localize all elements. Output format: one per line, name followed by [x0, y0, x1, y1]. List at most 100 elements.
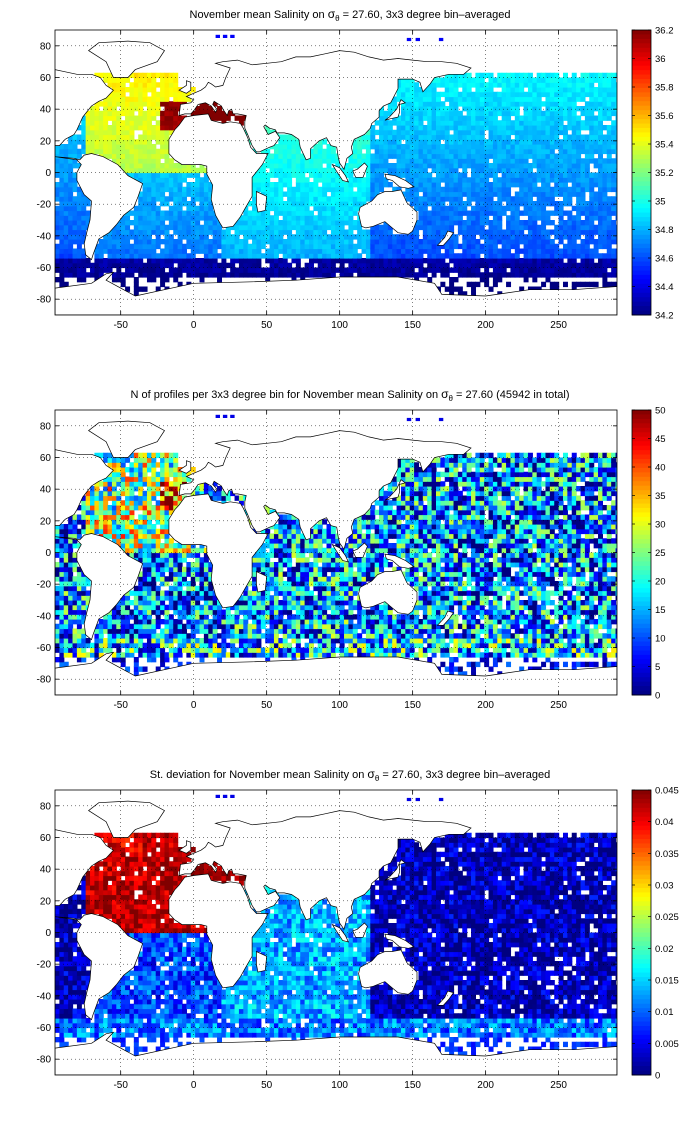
- data-bin: [584, 201, 590, 207]
- data-bin: [549, 243, 555, 250]
- data-bin: [475, 82, 481, 88]
- data-bin: [129, 519, 135, 525]
- data-bin: [94, 642, 100, 649]
- data-bin: [427, 243, 433, 250]
- data-bin: [76, 623, 82, 630]
- data-bin: [103, 642, 109, 649]
- data-bin: [116, 253, 122, 259]
- data-bin: [392, 139, 398, 145]
- data-bin: [379, 120, 385, 126]
- data-bin: [76, 619, 82, 625]
- data-bin: [238, 229, 244, 235]
- data-bin: [519, 134, 525, 140]
- data-bin: [68, 163, 74, 169]
- data-bin: [514, 106, 520, 112]
- data-bin: [138, 272, 144, 278]
- data-bin: [330, 272, 336, 278]
- data-bin: [76, 205, 82, 212]
- data-bin: [59, 585, 65, 592]
- data-bin: [55, 172, 60, 178]
- data-bin: [317, 201, 323, 207]
- data-bin: [164, 91, 170, 98]
- data-bin: [120, 533, 126, 539]
- data-bin: [107, 457, 113, 463]
- data-bin: [203, 272, 209, 278]
- data-bin: [291, 134, 297, 140]
- data-bin: [532, 172, 538, 178]
- data-bin: [138, 229, 144, 235]
- data-bin: [549, 186, 555, 193]
- data-bin: [142, 272, 148, 278]
- data-bin: [85, 215, 91, 221]
- data-bin: [479, 91, 485, 98]
- data-bin: [81, 614, 87, 620]
- data-bin: [195, 239, 201, 245]
- data-bin: [221, 272, 227, 278]
- data-bin: [571, 125, 577, 131]
- data-bin: [94, 500, 100, 506]
- data-bin: [282, 253, 288, 259]
- data-bin: [440, 110, 446, 117]
- data-bin: [142, 125, 148, 131]
- data-bin: [177, 234, 183, 240]
- data-bin: [72, 201, 78, 207]
- data-bin: [567, 82, 573, 88]
- data-bin: [435, 158, 441, 164]
- data-bin: [107, 77, 113, 83]
- data-bin: [593, 281, 599, 288]
- data-bin: [422, 248, 428, 254]
- data-bin: [142, 186, 148, 193]
- data-bin: [168, 248, 174, 254]
- data-bin: [435, 205, 441, 212]
- data-bin: [116, 481, 122, 487]
- data-bin: [370, 262, 376, 269]
- data-bin: [580, 182, 586, 188]
- data-bin: [567, 239, 573, 245]
- data-bin: [519, 120, 525, 126]
- data-bin: [501, 106, 507, 112]
- data-bin: [146, 505, 152, 511]
- data-bin: [55, 153, 60, 159]
- data-bin: [418, 158, 424, 164]
- data-bin: [527, 248, 533, 254]
- data-bin: [462, 172, 468, 178]
- data-bin: [256, 243, 262, 250]
- data-bin: [322, 153, 328, 159]
- data-bin: [199, 205, 205, 212]
- data-bin: [269, 182, 275, 188]
- data-bin: [584, 205, 590, 212]
- data-bin: [98, 528, 104, 535]
- data-bin: [532, 234, 538, 240]
- data-bin: [506, 220, 512, 226]
- data-bin: [576, 129, 582, 136]
- data-bin: [457, 91, 463, 98]
- data-bin: [76, 215, 82, 221]
- data-bin: [532, 239, 538, 245]
- data-bin: [125, 600, 131, 606]
- data-bin: [506, 96, 512, 102]
- data-bin: [111, 158, 117, 164]
- data-bin: [81, 139, 87, 145]
- data-bin: [593, 253, 599, 259]
- data-bin: [488, 120, 494, 126]
- data-bin: [492, 115, 498, 121]
- data-bin: [94, 481, 100, 487]
- data-bin: [488, 139, 494, 145]
- data-bin: [475, 134, 481, 140]
- data-bin: [379, 148, 385, 155]
- data-bin: [308, 186, 314, 193]
- data-bin: [492, 139, 498, 145]
- data-bin: [142, 224, 148, 231]
- data-bin: [190, 253, 196, 259]
- data-bin: [593, 129, 599, 136]
- data-bin: [256, 172, 262, 178]
- data-bin: [475, 229, 481, 235]
- data-bin: [195, 248, 201, 254]
- data-bin: [414, 277, 420, 283]
- data-bin: [449, 182, 455, 188]
- data-bin: [409, 239, 415, 245]
- data-bin: [111, 500, 117, 506]
- data-bin: [90, 272, 96, 278]
- data-bin: [72, 562, 78, 568]
- data-bin: [414, 186, 420, 193]
